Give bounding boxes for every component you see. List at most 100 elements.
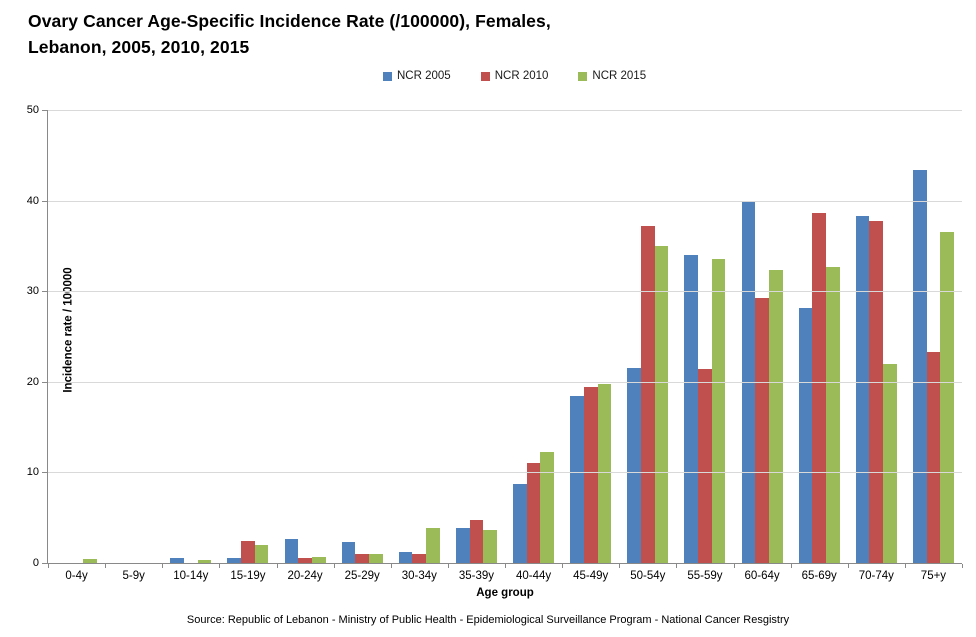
bar-ncr-2010-45-49y [583, 387, 598, 563]
y-axis-tick [42, 291, 47, 293]
bar-ncr-2010-30-34y [412, 553, 427, 563]
legend-label-ncr-2005: NCR 2005 [397, 70, 451, 82]
x-axis-tick [162, 564, 164, 568]
x-tick-label-65-69y: 65-69y [801, 570, 837, 582]
y-tick-label-30: 30 [26, 285, 39, 298]
x-axis-tick [847, 564, 849, 568]
y-axis-line [47, 110, 48, 563]
bar-ncr-2015-20-24y [311, 557, 326, 563]
chart-title-line2: Lebanon, 2005, 2010, 2015 [28, 37, 250, 57]
y-axis-title: Incidence rate / 100000 [62, 266, 75, 393]
y-tick-label-50: 50 [26, 104, 39, 116]
legend-item-ncr-2015: NCR 2015 [578, 70, 646, 82]
bar-ncr-2005-70-74y [855, 216, 870, 563]
gridline-20 [48, 381, 962, 383]
gridline-40 [48, 200, 962, 202]
bar-ncr-2005-45-49y [570, 396, 584, 563]
plot-area: 0-4y 5-9y 10-14y 15-19y 20-24y 25-29y 30-34y 35… [27, 104, 963, 599]
bar-ncr-2015-25-29y [369, 553, 383, 563]
bar-ncr-2010-70-74y [869, 221, 884, 563]
bar-ncr-2010-50-54y [640, 225, 655, 563]
bar-group-65-69y [791, 110, 848, 563]
x-tick-label-5-9y: 5-9y [122, 570, 145, 582]
bar-ncr-2005-75-y [912, 169, 927, 563]
bar-group-5-9y [105, 110, 162, 563]
x-tick-label-30-34y: 30-34y [401, 570, 437, 582]
bar-group-10-14y [162, 110, 219, 563]
x-axis-tick [962, 564, 963, 568]
x-axis-tick [733, 564, 735, 568]
bar-ncr-2005-65-69y [798, 307, 813, 563]
x-tick-label-50-54y: 50-54y [630, 570, 666, 582]
bar-ncr-2005-20-24y [284, 539, 299, 563]
chart-title: Ovary Cancer Age-Specific Incidence Rate… [28, 8, 551, 60]
y-tick-label-0: 0 [32, 557, 39, 569]
x-tick-label-45-49y: 45-49y [573, 570, 609, 582]
x-axis-tick [219, 564, 221, 568]
bar-ncr-2005-10-14y [170, 558, 184, 563]
x-tick-label-15-19y: 15-19y [230, 570, 266, 582]
legend-swatch-icon-ncr-2010 [480, 71, 490, 81]
y-axis-tick [42, 381, 47, 383]
bar-ncr-2010-25-29y [355, 553, 370, 563]
bar-group-75-y [905, 110, 962, 563]
x-axis-title: Age group [476, 587, 534, 599]
bar-ncr-2005-35-39y [455, 527, 470, 563]
legend: NCR 2005 NCR 2010 NCR 2015 [383, 70, 646, 82]
x-tick-labels: 0-4y 5-9y 10-14y 15-19y 20-24y 25-29y 30-34y 35… [48, 570, 962, 582]
y-axis-tick [42, 110, 47, 111]
x-axis-tick [48, 564, 49, 568]
bar-group-25-29y [334, 110, 391, 563]
legend-label-ncr-2015: NCR 2015 [592, 70, 647, 82]
legend-swatch-icon-ncr-2015 [578, 71, 588, 81]
bar-ncr-2015-30-34y [426, 527, 440, 563]
legend-label-ncr-2010: NCR 2010 [494, 70, 549, 82]
bar-ncr-2005-55-59y [684, 254, 699, 563]
x-tick-label-55-59y: 55-59y [687, 570, 723, 582]
bar-ncr-2015-50-54y [654, 245, 669, 563]
chart-title-line1: Ovary Cancer Age-Specific Incidence Rate… [28, 11, 551, 31]
gridline-30 [48, 291, 962, 293]
x-axis-tick [276, 564, 278, 568]
bar-group-0-4y [48, 110, 105, 563]
x-tick-label-20-24y: 20-24y [287, 570, 323, 582]
y-tick-label-40: 40 [26, 194, 39, 207]
bar-group-55-59y [676, 110, 733, 563]
x-axis-tick [619, 564, 621, 568]
bar-group-40-44y [505, 110, 562, 563]
bar-ncr-2015-10-14y [197, 559, 212, 563]
bar-group-30-34y [391, 110, 448, 563]
bar-ncr-2015-65-69y [826, 266, 840, 563]
y-tick-label-10: 10 [26, 466, 39, 479]
x-axis-tick [505, 564, 506, 568]
bar-groups [48, 110, 962, 563]
x-tick-label-25-29y: 25-29y [344, 570, 380, 582]
bar-ncr-2010-35-39y [469, 519, 484, 563]
x-axis-line [47, 563, 962, 564]
legend-swatch-icon-ncr-2005 [383, 71, 392, 81]
y-axis-tick [42, 200, 47, 202]
bar-group-60-64y [734, 110, 791, 563]
bar-group-70-74y [848, 110, 905, 563]
bar-ncr-2010-15-19y [241, 541, 255, 563]
x-tick-label-75-y: 75+y [920, 570, 947, 582]
bar-ncr-2010-55-59y [698, 369, 712, 563]
bar-group-50-54y [619, 110, 676, 563]
bar-group-35-39y [448, 110, 505, 563]
legend-item-ncr-2005: NCR 2005 [383, 70, 451, 82]
bar-ncr-2015-40-44y [540, 451, 555, 563]
x-axis-tick [447, 564, 449, 568]
bar-ncr-2005-50-54y [627, 368, 641, 563]
x-tick-label-35-39y: 35-39y [458, 570, 495, 582]
bar-ncr-2005-30-34y [398, 552, 413, 563]
x-tick-label-10-14y: 10-14y [173, 570, 209, 582]
bar-group-20-24y [277, 110, 334, 563]
x-axis-tick [904, 564, 906, 568]
bar-ncr-2015-35-39y [483, 530, 497, 563]
source-text: Source: Republic of Lebanon - Ministry o… [186, 614, 790, 626]
x-axis-tick [105, 564, 107, 568]
y-axis-tick [42, 472, 47, 474]
legend-item-ncr-2010: NCR 2010 [480, 70, 549, 82]
x-tick-label-70-74y: 70-74y [858, 570, 894, 582]
